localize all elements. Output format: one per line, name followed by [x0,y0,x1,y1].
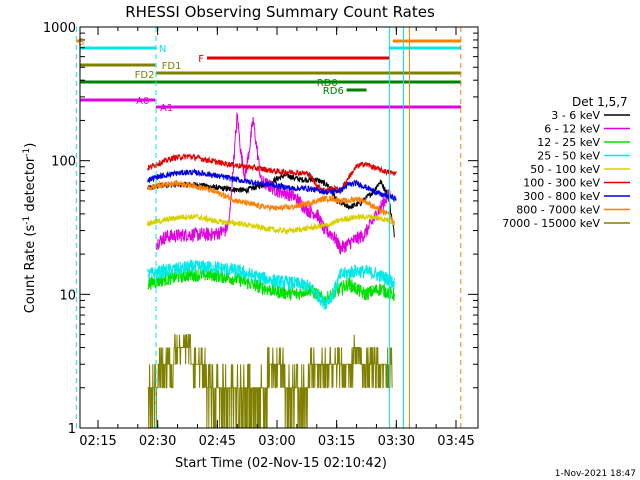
series-layer [147,112,397,429]
state-bar-label-fd2: FD2 [135,70,155,81]
x-tick-label: 03:00 [258,434,295,449]
y-axis: 1 10 100 1000 [43,21,478,437]
y-tick-label: 1000 [43,21,76,36]
x-axis-label: Start Time (02-Nov-15 02:10:42) [175,456,387,471]
state-bar-label-fd1: FD1 [162,61,182,72]
y-axis-label-mid: detector [23,156,38,216]
x-tick-label: 02:45 [199,434,236,449]
series-line-9 [147,334,393,429]
y-axis-label: Count Rate (s-1 detector-1) [22,143,38,314]
state-bar-label-a0: A0 [136,96,149,107]
y-tick-label: 10 [59,288,76,303]
legend-entry-label: 6 - 12 keV [544,123,600,136]
state-bar-label-a1: A1 [160,103,173,114]
y-axis-label-main: Count Rate (s [23,225,38,314]
legend-entry-label: 7000 - 15000 keV [502,217,600,230]
legend-entry-label: 100 - 300 keV [523,177,600,190]
state-bar-label-rd6: RD6 [323,86,344,97]
plot-timestamp: 1-Nov-2021 18:47 [555,469,636,479]
y-axis-label-sup2: -1 [22,148,32,157]
legend-title: Det 1,5,7 [572,95,628,109]
plot-frame [79,26,479,429]
x-tick-label: 03:15 [318,434,355,449]
legend-entry-label: 300 - 800 keV [523,190,600,203]
series-line-8 [147,179,395,226]
y-axis-label-end: ) [23,143,38,148]
state-bar-label-f: F [198,54,204,65]
series-line-6 [147,152,397,193]
y-axis-label-sup1: -1 [22,216,32,225]
series-line-2 [155,112,391,255]
series-line-7 [147,168,397,203]
legend-entry-label: 50 - 100 keV [530,163,600,176]
series-line-4 [147,258,395,310]
x-tick-label: 03:30 [378,434,415,449]
legend-entry-label: 25 - 50 keV [537,150,600,163]
series-line-5 [147,213,395,235]
legend-entry-label: 3 - 6 keV [551,109,600,122]
state-bar-label-rd0: RD0 [317,78,338,89]
y-tick-label: 100 [51,155,76,170]
x-axis: 02:15 02:30 02:45 03:00 03:15 03:30 03:45 [79,27,475,449]
chart-title: RHESSI Observing Summary Count Rates [125,3,435,21]
x-tick-label: 02:30 [139,434,176,449]
state-bar-label-s: S [78,37,84,48]
x-tick-label: 03:45 [437,434,474,449]
legend-entry-label: 12 - 25 keV [537,136,600,149]
y-tick-label: 1 [68,422,76,437]
legend-entry-label: 800 - 7000 keV [516,204,600,217]
vertical-marker-lines [75,27,462,428]
x-tick-label: 02:15 [79,434,116,449]
state-bar-label-n: N [159,44,166,55]
